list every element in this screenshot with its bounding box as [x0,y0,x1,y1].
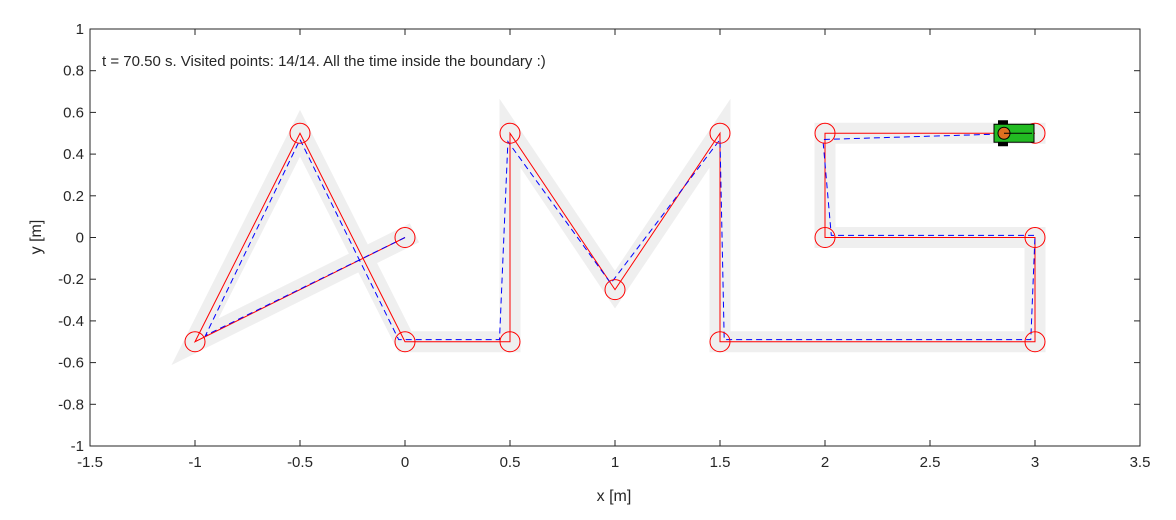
y-tick-label: 0.8 [63,63,84,80]
y-tick-label: -0.2 [58,271,84,288]
y-tick-label: -0.8 [58,396,84,413]
x-tick-label: 1.5 [710,454,731,471]
x-axis-label: x [m] [597,488,632,505]
waypoint-marker [709,122,731,144]
x-tick-label: 0 [401,454,409,471]
waypoint-marker [499,122,521,144]
y-tick-label: 0.2 [63,188,84,205]
y-axis-label: y [m] [28,220,45,255]
reference-path-line [193,131,1036,343]
x-tick-label: -0.5 [287,454,313,471]
y-tick-label: -0.4 [58,313,84,330]
waypoint-marker [1024,227,1046,248]
waypoint-marker [289,122,311,144]
y-tick-label: -0.6 [58,355,84,372]
waypoint-marker [499,331,521,353]
x-tick-label: -1 [188,454,201,471]
plot-area: -1.5 -1 -0.5 0 0.5 1 1.5 2 2.5 3 3.5-1-0.8-0.6-0.4… [58,21,1150,471]
robot-wheel [998,120,1008,125]
waypoint-marker [1024,331,1046,353]
waypoint-marker [709,331,731,353]
waypoint-marker [814,122,836,144]
y-tick-label: 0.6 [63,104,84,121]
x-tick-label: 3.5 [1130,454,1151,471]
waypoint-marker [394,331,416,353]
waypoint-marker [394,227,416,248]
x-tick-label: 1 [611,454,619,471]
x-tick-label: 0.5 [500,454,521,471]
y-tick-label: 0.4 [63,146,84,163]
x-tick-label: 3 [1031,454,1039,471]
x-tick-label: -1.5 [77,454,103,471]
waypoint-marker [814,227,836,248]
x-tick-label: 2.5 [920,454,941,471]
y-tick-label: 0 [76,230,84,247]
robot-wheel [998,142,1008,147]
waypoint-marker [604,279,626,301]
waypoint-marker [184,331,206,353]
x-tick-label: 2 [821,454,829,471]
status-annotation: t = 70.50 s. Visited points: 14/14. All … [102,53,546,70]
robot-icon [993,120,1035,147]
y-tick-label: -1 [71,438,84,455]
y-tick-label: 1 [76,21,84,38]
